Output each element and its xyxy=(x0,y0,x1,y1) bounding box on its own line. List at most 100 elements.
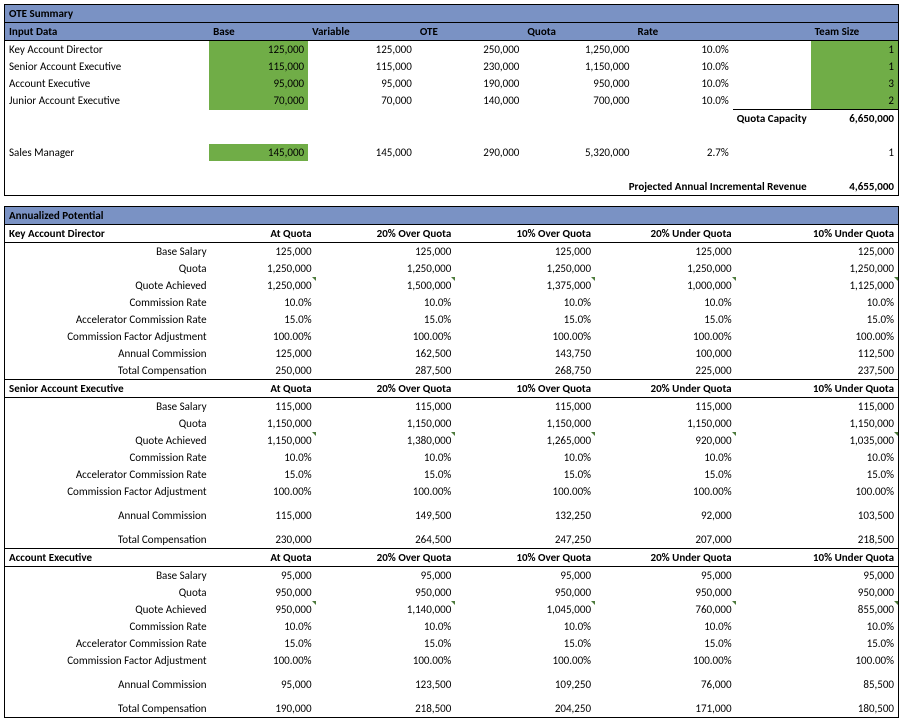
metric-value: 132,250 xyxy=(455,500,595,524)
metric-label: Commission Rate xyxy=(5,294,215,311)
rate-cell: 10.0% xyxy=(633,75,732,92)
metric-label: Quota xyxy=(5,584,215,601)
ote-cell: 250,000 xyxy=(416,41,524,59)
metric-value: 10.0% xyxy=(595,618,736,635)
metric-value: 109,250 xyxy=(455,669,595,693)
metric-value: 1,250,000 xyxy=(455,260,595,277)
metric-label: Commission Factor Adjustment xyxy=(5,483,215,500)
metric-value: 100.00% xyxy=(736,652,899,669)
metric-label: Commission Rate xyxy=(5,449,215,466)
metric-value: 204,250 xyxy=(455,693,595,718)
metric-value: 1,000,000 xyxy=(595,277,736,294)
quota-cell: 1,250,000 xyxy=(523,41,633,59)
metric-value: 10.0% xyxy=(316,294,456,311)
metric-value: 123,500 xyxy=(316,669,456,693)
scenario-header: At Quota xyxy=(215,380,316,398)
scenario-header: 10% Over Quota xyxy=(455,549,595,567)
base-cell[interactable]: 70,000 xyxy=(209,92,308,110)
base-cell[interactable]: 95,000 xyxy=(209,75,308,92)
metric-value: 180,500 xyxy=(736,693,899,718)
scenario-header: 20% Under Quota xyxy=(595,380,736,398)
quota-cell: 1,150,000 xyxy=(523,58,633,75)
quota-cap-label: Quota Capacity xyxy=(733,110,811,128)
base-cell[interactable]: 115,000 xyxy=(209,58,308,75)
metric-value: 15.0% xyxy=(316,311,456,328)
quota-cell: 700,000 xyxy=(523,92,633,110)
metric-value: 15.0% xyxy=(595,466,736,483)
scenario-header: 10% Under Quota xyxy=(736,380,899,398)
manager-role: Sales Manager xyxy=(5,144,210,161)
metric-value: 218,500 xyxy=(316,693,456,718)
metric-value: 143,750 xyxy=(455,345,595,362)
metric-value: 125,000 xyxy=(215,243,316,261)
scenario-header: 10% Under Quota xyxy=(736,549,899,567)
metric-value: 950,000 xyxy=(455,584,595,601)
metric-label: Accelerator Commission Rate xyxy=(5,311,215,328)
metric-value: 1,150,000 xyxy=(215,415,316,432)
metric-value: 100.00% xyxy=(736,483,899,500)
metric-value: 15.0% xyxy=(215,635,316,652)
rate-cell: 10.0% xyxy=(633,41,732,59)
role-cell: Junior Account Executive xyxy=(5,92,210,110)
summary-title: OTE Summary xyxy=(5,5,899,23)
metric-label: Quote Achieved xyxy=(5,432,215,449)
metric-value: 950,000 xyxy=(736,584,899,601)
role-cell: Account Executive xyxy=(5,75,210,92)
metric-value: 920,000 xyxy=(595,432,736,449)
role-header: Account Executive xyxy=(5,549,215,567)
metric-value: 230,000 xyxy=(215,524,316,549)
manager-quota: 5,320,000 xyxy=(523,144,633,161)
metric-value: 1,150,000 xyxy=(736,415,899,432)
metric-value: 950,000 xyxy=(215,601,316,618)
metric-value: 950,000 xyxy=(595,584,736,601)
metric-value: 15.0% xyxy=(736,635,899,652)
metric-value: 100.00% xyxy=(455,652,595,669)
potential-table: Annualized Potential Key Account Directo… xyxy=(4,206,899,718)
metric-value: 1,250,000 xyxy=(736,260,899,277)
team-cell[interactable]: 2 xyxy=(811,92,899,110)
base-cell[interactable]: 125,000 xyxy=(209,41,308,59)
manager-ote: 290,000 xyxy=(416,144,524,161)
metric-value: 15.0% xyxy=(595,635,736,652)
scenario-header: 20% Under Quota xyxy=(595,549,736,567)
scenario-header: 20% Over Quota xyxy=(316,549,456,567)
metric-value: 1,045,000 xyxy=(455,601,595,618)
metric-value: 250,000 xyxy=(215,362,316,380)
variable-cell: 70,000 xyxy=(308,92,416,110)
projected-value: 4,655,000 xyxy=(811,178,899,196)
metric-value: 15.0% xyxy=(316,466,456,483)
metric-value: 15.0% xyxy=(455,311,595,328)
metric-value: 950,000 xyxy=(215,584,316,601)
metric-label: Base Salary xyxy=(5,243,215,261)
role-header: Senior Account Executive xyxy=(5,380,215,398)
manager-base[interactable]: 145,000 xyxy=(209,144,308,161)
team-cell[interactable]: 1 xyxy=(811,41,899,59)
metric-value: 15.0% xyxy=(736,466,899,483)
metric-value: 1,250,000 xyxy=(215,260,316,277)
scenario-header: 20% Over Quota xyxy=(316,380,456,398)
col-quota: Quota xyxy=(523,23,633,41)
metric-value: 162,500 xyxy=(316,345,456,362)
ote-summary-table: OTE Summary Input Data Base Variable OTE… xyxy=(4,4,899,196)
role-cell: Senior Account Executive xyxy=(5,58,210,75)
metric-value: 287,500 xyxy=(316,362,456,380)
metric-value: 10.0% xyxy=(455,294,595,311)
role-header: Key Account Director xyxy=(5,225,215,243)
metric-value: 268,750 xyxy=(455,362,595,380)
team-cell[interactable]: 3 xyxy=(811,75,899,92)
metric-label: Quote Achieved xyxy=(5,601,215,618)
metric-value: 100.00% xyxy=(736,328,899,345)
quota-cell: 950,000 xyxy=(523,75,633,92)
rate-cell: 10.0% xyxy=(633,58,732,75)
metric-value: 125,000 xyxy=(595,243,736,261)
metric-value: 100.00% xyxy=(215,652,316,669)
metric-value: 190,000 xyxy=(215,693,316,718)
metric-value: 218,500 xyxy=(736,524,899,549)
metric-label: Quote Achieved xyxy=(5,277,215,294)
metric-value: 1,375,000 xyxy=(455,277,595,294)
metric-value: 10.0% xyxy=(215,618,316,635)
scenario-header: 10% Under Quota xyxy=(736,225,899,243)
rate-cell: 10.0% xyxy=(633,92,732,110)
metric-value: 15.0% xyxy=(455,635,595,652)
team-cell[interactable]: 1 xyxy=(811,58,899,75)
